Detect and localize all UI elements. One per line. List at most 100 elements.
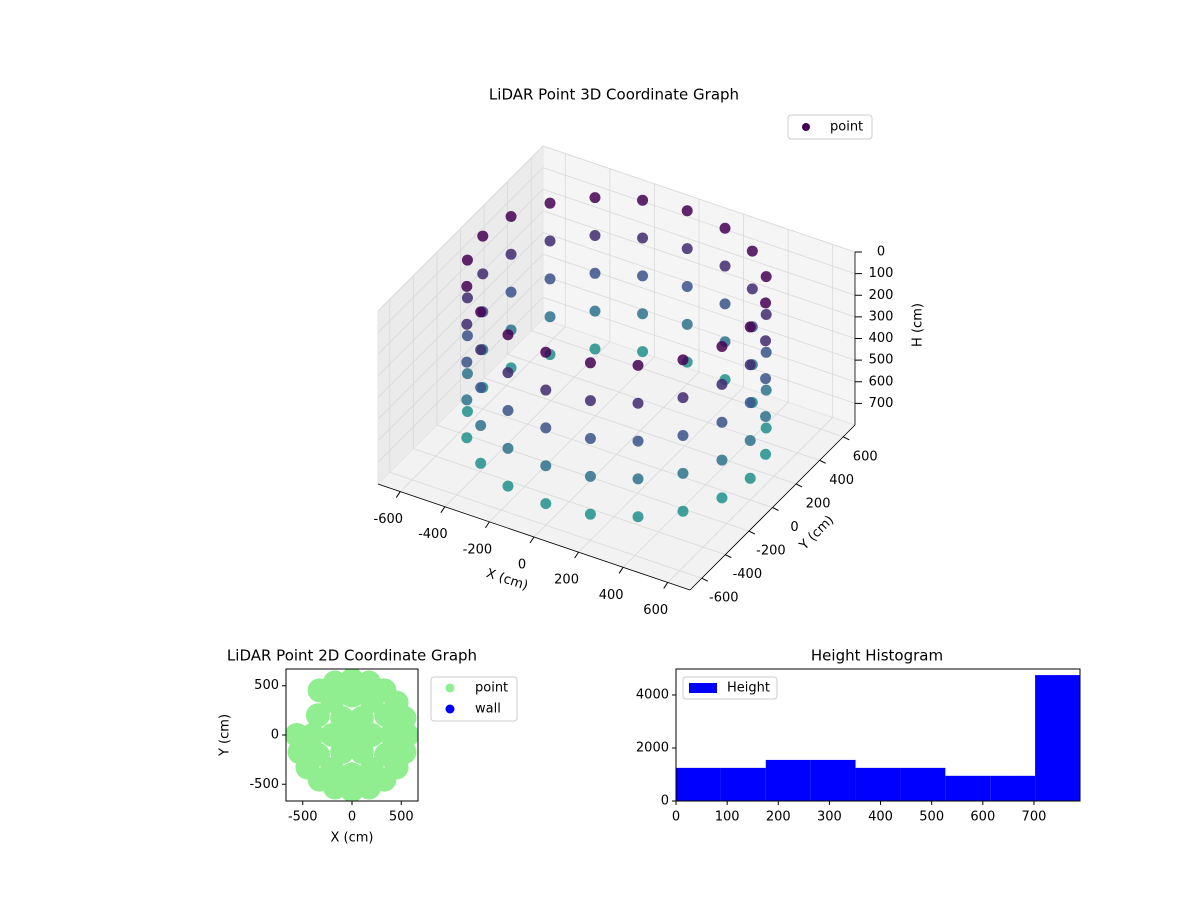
point xyxy=(505,286,517,298)
point xyxy=(461,356,473,368)
z-tick-label: 400 xyxy=(869,331,894,346)
point xyxy=(477,230,489,242)
point xyxy=(544,273,556,285)
grid-line xyxy=(542,167,856,275)
point xyxy=(719,298,731,310)
legend-box xyxy=(787,114,873,140)
y-axis-label: Y (cm) xyxy=(218,714,233,757)
point xyxy=(681,318,693,330)
point xyxy=(475,382,487,394)
point xyxy=(637,194,649,206)
point xyxy=(589,192,601,204)
grid-line xyxy=(542,188,856,296)
tick-mark xyxy=(819,459,826,464)
point xyxy=(632,473,644,485)
z-tick-label: 600 xyxy=(869,374,894,389)
point xyxy=(461,280,473,292)
point xyxy=(475,344,487,356)
point xyxy=(584,432,596,444)
grid-line xyxy=(377,275,544,442)
point xyxy=(502,404,514,416)
grid-line xyxy=(542,275,856,383)
point xyxy=(744,434,756,446)
tick-mark xyxy=(795,483,803,488)
point xyxy=(505,248,517,260)
x-tick-label: -500 xyxy=(288,810,318,825)
legend-label: point xyxy=(830,120,863,135)
bar xyxy=(720,767,766,801)
point xyxy=(760,297,772,309)
point xyxy=(307,678,332,703)
grid-line xyxy=(531,330,844,438)
point xyxy=(461,432,473,444)
point xyxy=(760,308,772,320)
point xyxy=(544,311,556,323)
legend-box xyxy=(430,676,518,722)
point xyxy=(544,235,556,247)
point xyxy=(584,357,596,369)
x-tick-label: 200 xyxy=(766,810,791,825)
grid-line xyxy=(377,145,544,312)
point xyxy=(502,367,514,379)
point xyxy=(716,492,728,504)
y-tick-label: 600 xyxy=(853,449,878,464)
point xyxy=(632,397,644,409)
x-tick-label: 500 xyxy=(919,810,944,825)
point xyxy=(589,343,601,355)
point xyxy=(744,321,756,333)
x-tick-label: 600 xyxy=(970,810,995,825)
point xyxy=(760,335,772,347)
point xyxy=(392,740,417,765)
y-tick-label: 400 xyxy=(829,473,854,488)
point xyxy=(677,467,689,479)
point xyxy=(637,232,649,244)
point xyxy=(637,270,649,282)
point xyxy=(760,448,772,460)
point xyxy=(744,397,756,409)
point xyxy=(589,305,601,317)
point xyxy=(760,384,772,396)
grid-line xyxy=(377,210,544,377)
point xyxy=(637,308,649,320)
point xyxy=(589,267,601,279)
point xyxy=(719,222,731,234)
x-axis-label: X (cm) xyxy=(331,831,374,846)
x-tick-label: 700 xyxy=(1022,810,1047,825)
point xyxy=(461,292,473,304)
point xyxy=(584,470,596,482)
point xyxy=(746,283,758,295)
x-tick-label: 600 xyxy=(643,603,668,618)
bar xyxy=(990,775,1036,801)
point xyxy=(461,318,473,330)
bar xyxy=(855,767,901,801)
bar xyxy=(900,767,946,801)
point xyxy=(760,422,772,434)
grid-line xyxy=(460,401,773,508)
tick-mark xyxy=(748,530,756,535)
point xyxy=(681,243,693,255)
x-tick-label: 400 xyxy=(599,588,624,603)
tick-mark xyxy=(529,536,535,544)
bar xyxy=(765,759,811,801)
point xyxy=(475,457,487,469)
legend-box xyxy=(682,676,778,700)
point xyxy=(760,373,772,385)
point xyxy=(677,354,689,366)
y-tick-label: 4000 xyxy=(636,687,669,702)
y-tick-label: -200 xyxy=(756,544,786,559)
point xyxy=(502,442,514,454)
tick-mark xyxy=(440,506,446,513)
axis-line xyxy=(377,483,691,591)
point xyxy=(544,197,556,209)
point xyxy=(475,306,487,318)
grid-line xyxy=(507,353,820,461)
point xyxy=(677,430,689,442)
x-tick-label: -600 xyxy=(374,512,404,527)
point xyxy=(760,346,772,358)
tick-mark xyxy=(725,554,732,559)
point xyxy=(589,229,601,241)
tick-mark xyxy=(663,582,669,589)
point xyxy=(719,260,731,272)
y-tick-label: 500 xyxy=(254,678,279,693)
point xyxy=(584,395,596,407)
